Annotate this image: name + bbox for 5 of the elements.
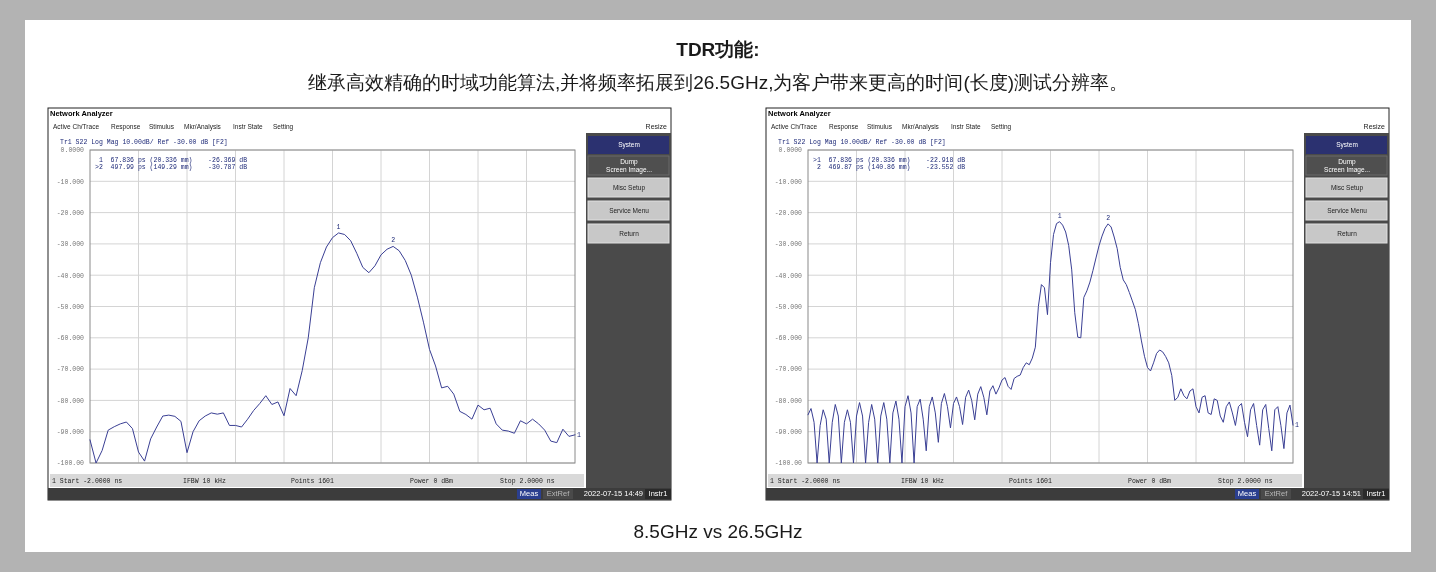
- text: TDR功能:: [676, 39, 760, 60]
- line-series: [807, 221, 1294, 464]
- text: 8.5GHz vs 26.5GHz: [633, 521, 803, 542]
- line-series: [89, 232, 576, 464]
- text: 继承高效精确的时域功能算法,并将频率拓展到26.5GHz,为客户带来更高的时间(长度)测试分辨率。: [307, 72, 1129, 93]
